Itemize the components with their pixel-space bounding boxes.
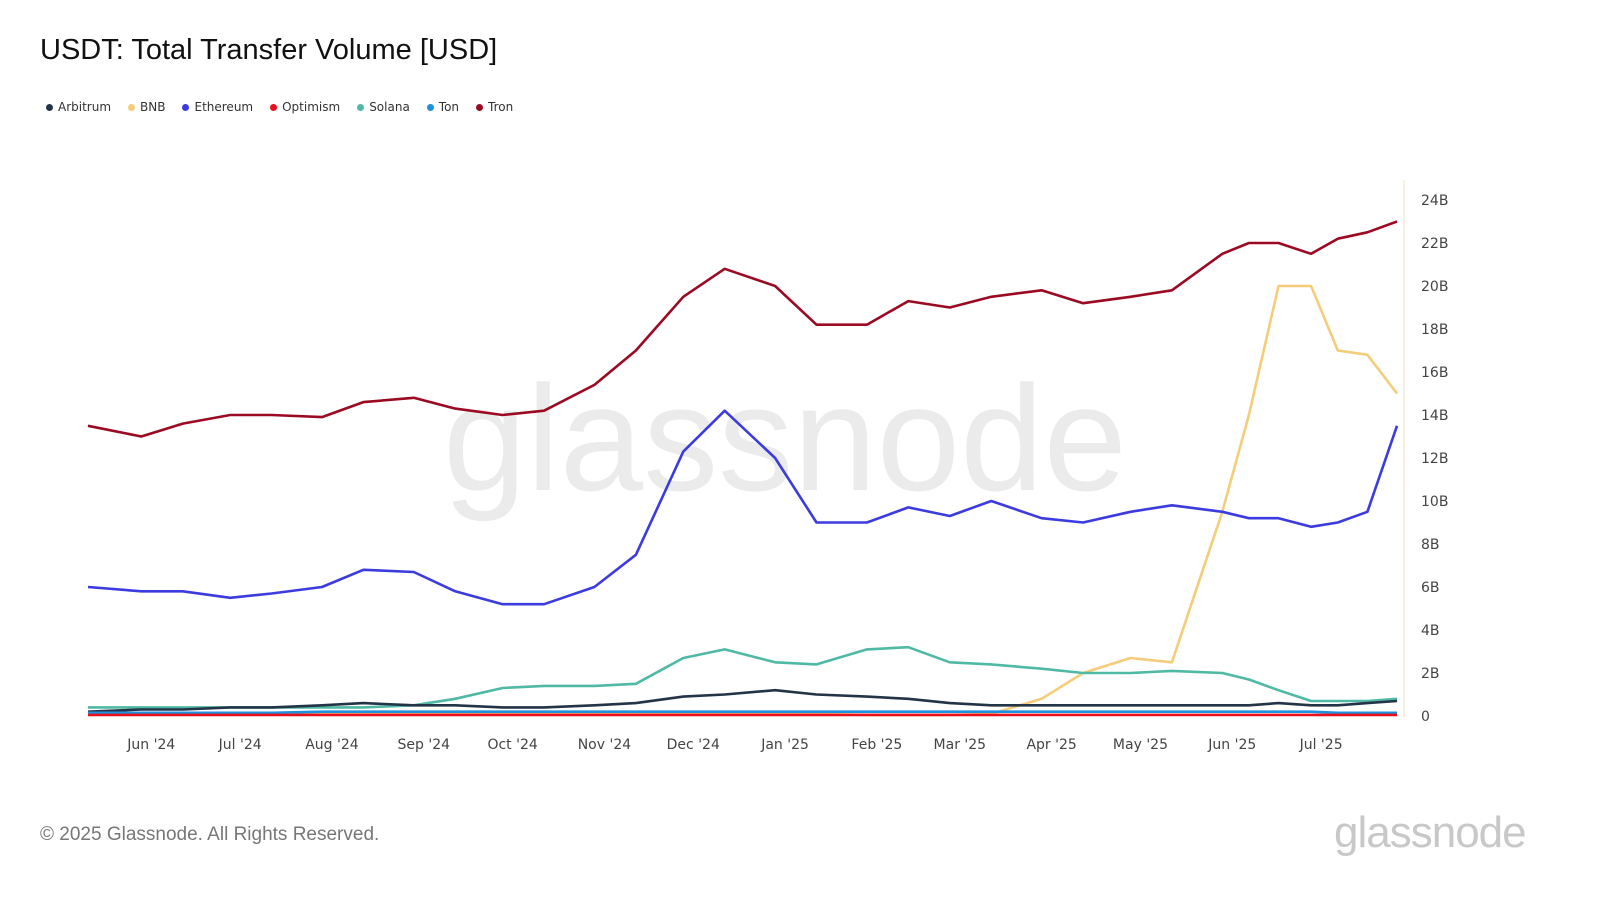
legend-dot-icon	[182, 103, 190, 111]
x-tick-label: Oct '24	[487, 737, 537, 753]
y-tick-label: 22B	[1421, 236, 1448, 252]
y-tick-label: 24B	[1421, 193, 1448, 209]
legend-label: Tron	[488, 100, 514, 114]
series-line-ethereum	[87, 409, 1399, 606]
legend-item-ton[interactable]: Ton	[426, 100, 460, 114]
x-tick-label: Jun '24	[126, 737, 175, 753]
legend: Arbitrum BNB Ethereum Optimism Solana Ton Tron	[46, 100, 513, 114]
series-line-tron	[87, 220, 1398, 438]
x-tick-label: Sep '24	[398, 737, 451, 753]
watermark: glassnode	[443, 354, 1127, 522]
x-tick-label: Nov '24	[578, 737, 632, 753]
glassnode-logo: glassnode	[1334, 808, 1527, 857]
y-tick-label: 2B	[1421, 666, 1440, 682]
legend-item-arbitrum[interactable]: Arbitrum	[46, 100, 111, 114]
legend-label: Optimism	[282, 100, 341, 114]
x-tick-label: Jun '25	[1207, 737, 1256, 753]
legend-label: Ton	[438, 100, 460, 114]
series-line-solana	[88, 645, 1398, 709]
y-tick-label: 16B	[1421, 365, 1448, 381]
copyright-footer: © 2025 Glassnode. All Rights Reserved.	[40, 824, 380, 845]
legend-item-bnb[interactable]: BNB	[128, 100, 165, 114]
legend-item-tron[interactable]: Tron	[476, 100, 513, 114]
y-tick-label: 12B	[1421, 451, 1448, 467]
legend-label: Arbitrum	[58, 100, 112, 114]
x-tick-label: Aug '24	[305, 737, 359, 753]
y-tick-label: 0	[1421, 709, 1430, 725]
series-line-arbitrum	[87, 688, 1398, 713]
series-line-ton	[88, 710, 1397, 715]
x-tick-label: Jul '25	[1299, 737, 1343, 753]
y-tick-label: 20B	[1421, 279, 1448, 295]
y-tick-label: 18B	[1421, 322, 1448, 338]
legend-dot-icon	[46, 103, 53, 111]
y-tick-label: 10B	[1421, 494, 1448, 510]
legend-dot-icon	[357, 103, 365, 111]
legend-dot-icon	[128, 103, 136, 111]
y-tick-label: 8B	[1421, 537, 1440, 553]
y-tick-label: 14B	[1421, 408, 1448, 424]
legend-dot-icon	[270, 103, 278, 111]
x-tick-label: Mar '25	[934, 737, 987, 753]
x-tick-label: Apr '25	[1026, 737, 1076, 753]
chart-title: USDT: Total Transfer Volume [USD]	[40, 34, 498, 66]
legend-label: Ethereum	[194, 100, 254, 114]
y-tick-label: 4B	[1421, 623, 1440, 639]
legend-dot-icon	[476, 103, 484, 111]
x-tick-label: May '25	[1113, 737, 1168, 753]
x-tick-label: Jul '24	[218, 737, 262, 753]
x-tick-label: Feb '25	[851, 737, 902, 753]
x-tick-label: Dec '24	[667, 737, 720, 753]
x-tick-label: Jan '25	[760, 737, 809, 753]
y-tick-label: 6B	[1421, 580, 1440, 596]
legend-label: BNB	[140, 100, 166, 114]
legend-label: Solana	[369, 100, 410, 114]
legend-item-optimism[interactable]: Optimism	[270, 100, 340, 114]
legend-dot-icon	[426, 103, 434, 111]
legend-item-solana[interactable]: Solana	[357, 100, 410, 114]
legend-item-ethereum[interactable]: Ethereum	[182, 100, 253, 114]
